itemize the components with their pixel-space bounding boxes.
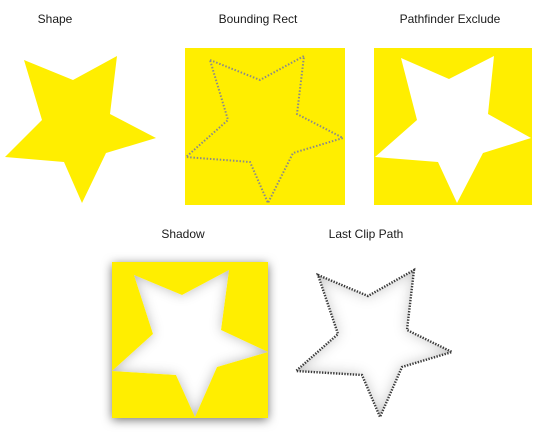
star-outline-dotted	[183, 54, 346, 206]
panel-label-exclude: Pathfinder Exclude	[400, 12, 501, 26]
panel-label-shadow: Shadow	[161, 227, 205, 241]
star-shape	[5, 56, 156, 203]
panel-label-bounding: Bounding Rect	[219, 12, 298, 26]
panel-label-shape: Shape	[38, 12, 73, 26]
star-clip-path	[296, 270, 452, 417]
star-cutout	[375, 56, 531, 203]
star-cutout-shadowed	[112, 270, 268, 417]
bounding-rect	[185, 48, 345, 205]
star-clip-outline	[293, 267, 456, 421]
panel-label-clip: Last Clip Path	[329, 227, 404, 241]
